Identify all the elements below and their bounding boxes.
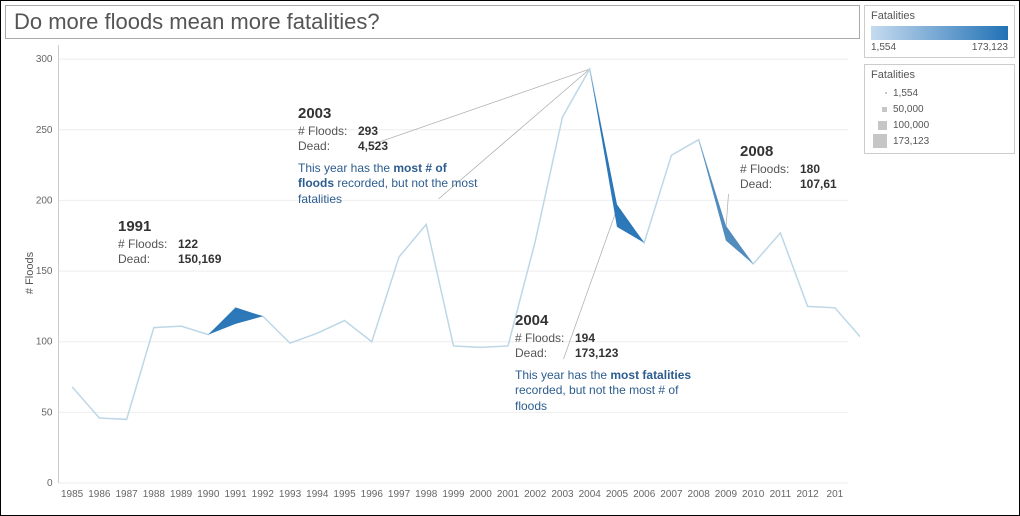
svg-text:2005: 2005	[606, 489, 629, 500]
annotation-year: 2004	[515, 311, 695, 331]
annotation-year: 2008	[740, 142, 837, 162]
svg-text:1995: 1995	[333, 489, 356, 500]
svg-text:2001: 2001	[497, 489, 520, 500]
svg-text:2010: 2010	[742, 489, 765, 500]
size-label: 1,554	[893, 88, 918, 99]
svg-text:2009: 2009	[715, 489, 738, 500]
plot-area[interactable]: # Floods 0 50 100 150 200 250 300 1985 1986 1987 1…	[5, 39, 860, 507]
svg-text:1996: 1996	[361, 489, 384, 500]
annotation-year: 1991	[118, 217, 221, 237]
svg-text:2012: 2012	[797, 489, 820, 500]
annotation-year: 2003	[298, 104, 478, 124]
svg-text:1990: 1990	[197, 489, 220, 500]
color-legend: Fatalities 1,554 173,123	[864, 5, 1015, 58]
svg-text:2011: 2011	[770, 489, 792, 500]
svg-text:1987: 1987	[115, 489, 138, 500]
svg-text:1988: 1988	[143, 489, 166, 500]
svg-text:2003: 2003	[551, 489, 574, 500]
svg-text:150: 150	[36, 266, 53, 277]
chart-panel: Do more floods mean more fatalities? # F…	[1, 1, 864, 515]
annotation-2008: 2008 # Floods:180 Dead:107,61	[740, 142, 837, 193]
svg-text:1991: 1991	[224, 489, 247, 500]
svg-text:200: 200	[36, 195, 53, 206]
gradient-min: 1,554	[871, 42, 896, 53]
size-legend: Fatalities 1,554 50,000 100,000 173,123	[864, 64, 1015, 154]
size-legend-title: Fatalities	[871, 69, 1008, 81]
svg-text:2007: 2007	[660, 489, 683, 500]
svg-text:2008: 2008	[688, 489, 711, 500]
size-legend-row: 1,554	[871, 85, 1008, 101]
annotation-1991: 1991 # Floods:122 Dead:150,169	[118, 217, 221, 268]
svg-text:1997: 1997	[388, 489, 411, 500]
svg-text:100: 100	[36, 337, 53, 348]
svg-text:1998: 1998	[415, 489, 438, 500]
annotation-2004: 2004 # Floods:194 Dead:173,123 This year…	[515, 311, 695, 414]
size-legend-row: 173,123	[871, 133, 1008, 149]
size-swatch	[873, 134, 887, 148]
svg-text:1992: 1992	[252, 489, 275, 500]
size-label: 100,000	[893, 120, 929, 131]
gradient-bar	[871, 26, 1008, 40]
svg-text:1985: 1985	[61, 489, 84, 500]
svg-text:300: 300	[36, 54, 53, 65]
size-label: 50,000	[893, 104, 924, 115]
size-legend-row: 50,000	[871, 101, 1008, 117]
svg-text:50: 50	[41, 407, 53, 418]
chart-title: Do more floods mean more fatalities?	[14, 9, 851, 35]
svg-text:1993: 1993	[279, 489, 302, 500]
size-label: 173,123	[893, 136, 929, 147]
svg-text:1999: 1999	[442, 489, 465, 500]
size-swatch	[885, 92, 887, 94]
legend-sidebar: Fatalities 1,554 173,123 Fatalities 1,55…	[864, 1, 1019, 515]
svg-text:0: 0	[47, 478, 53, 489]
title-container: Do more floods mean more fatalities?	[5, 5, 860, 39]
y-axis-label: # Floods	[24, 252, 36, 294]
svg-text:201: 201	[827, 489, 844, 500]
svg-text:250: 250	[36, 125, 53, 136]
gradient-max: 173,123	[972, 42, 1008, 53]
size-swatch	[882, 107, 887, 112]
size-swatch	[878, 121, 887, 130]
svg-text:2002: 2002	[524, 489, 547, 500]
svg-text:2006: 2006	[633, 489, 656, 500]
svg-text:1989: 1989	[170, 489, 193, 500]
svg-text:1994: 1994	[306, 489, 329, 500]
svg-text:2004: 2004	[579, 489, 602, 500]
annotation-2003: 2003 # Floods:293 Dead:4,523 This year h…	[298, 104, 478, 207]
svg-text:2000: 2000	[470, 489, 493, 500]
svg-text:1986: 1986	[88, 489, 111, 500]
color-legend-title: Fatalities	[871, 10, 1008, 22]
size-legend-row: 100,000	[871, 117, 1008, 133]
